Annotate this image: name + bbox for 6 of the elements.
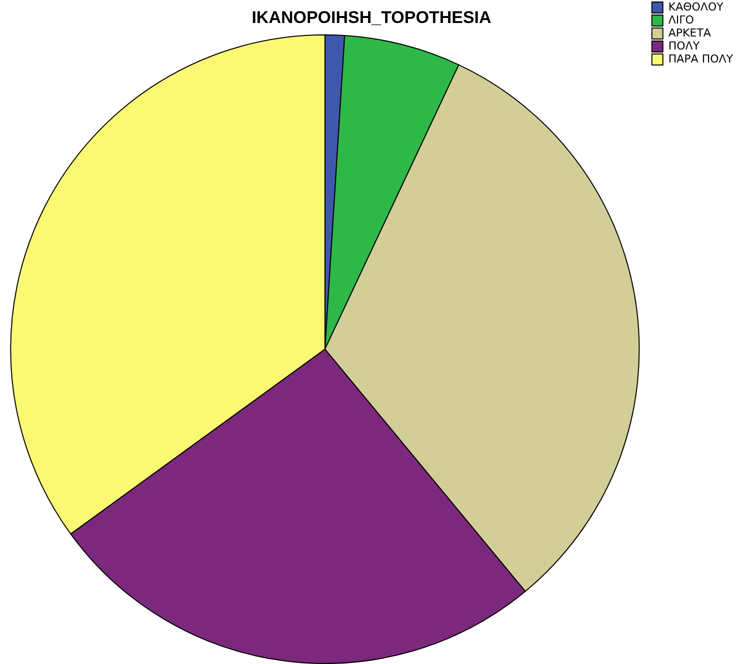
legend-label: ΠΑΡΑ ΠΟΛΥ — [668, 52, 734, 66]
legend-label: ΑΡΚΕΤΑ — [668, 26, 712, 40]
chart-title: IKANOPOIHSH_TOPOTHESIA — [252, 8, 492, 27]
legend-label: ΚΑΘΟΛΟΥ — [668, 0, 724, 14]
legend-label: ΠΟΛΥ — [668, 39, 700, 52]
legend-label: ΛΙΓΟ — [668, 13, 694, 26]
